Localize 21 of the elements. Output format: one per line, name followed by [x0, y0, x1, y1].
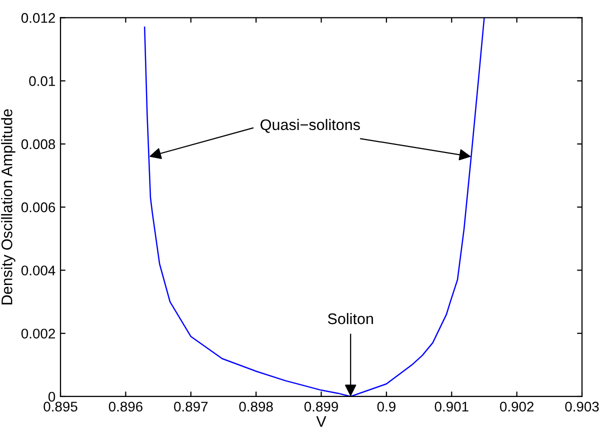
- x-tick-label: 0.903: [565, 402, 599, 412]
- x-tick-label: 0.902: [500, 402, 534, 412]
- y-tick-label: 0.01: [29, 76, 55, 86]
- x-tick-label: 0.897: [174, 402, 208, 412]
- y-tick-label: 0.008: [21, 139, 56, 150]
- line-series: [144, 18, 485, 396]
- x-tick-label: 0.898: [239, 402, 273, 412]
- x-tick-label: 0.901: [434, 402, 468, 412]
- y-tick-label: 0: [48, 392, 56, 402]
- x-tick-label: 0.899: [304, 402, 338, 412]
- x-tick-label: 0.9: [377, 402, 396, 412]
- x-tick-label: 0.895: [44, 402, 78, 412]
- y-tick-label: 0.006: [21, 202, 56, 212]
- annotation: Soliton: [328, 312, 373, 324]
- x-axis-title: V: [316, 416, 326, 427]
- y-axis-title: Density Oscillation Amplitude: [1, 109, 16, 304]
- y-tick-label: 0.002: [21, 328, 55, 339]
- y-tick-label: 0.004: [21, 266, 56, 276]
- annotation: Quasi−solitons: [260, 118, 360, 133]
- x-tick-label: 0.896: [108, 402, 142, 412]
- y-tick-label: 0.012: [21, 13, 55, 23]
